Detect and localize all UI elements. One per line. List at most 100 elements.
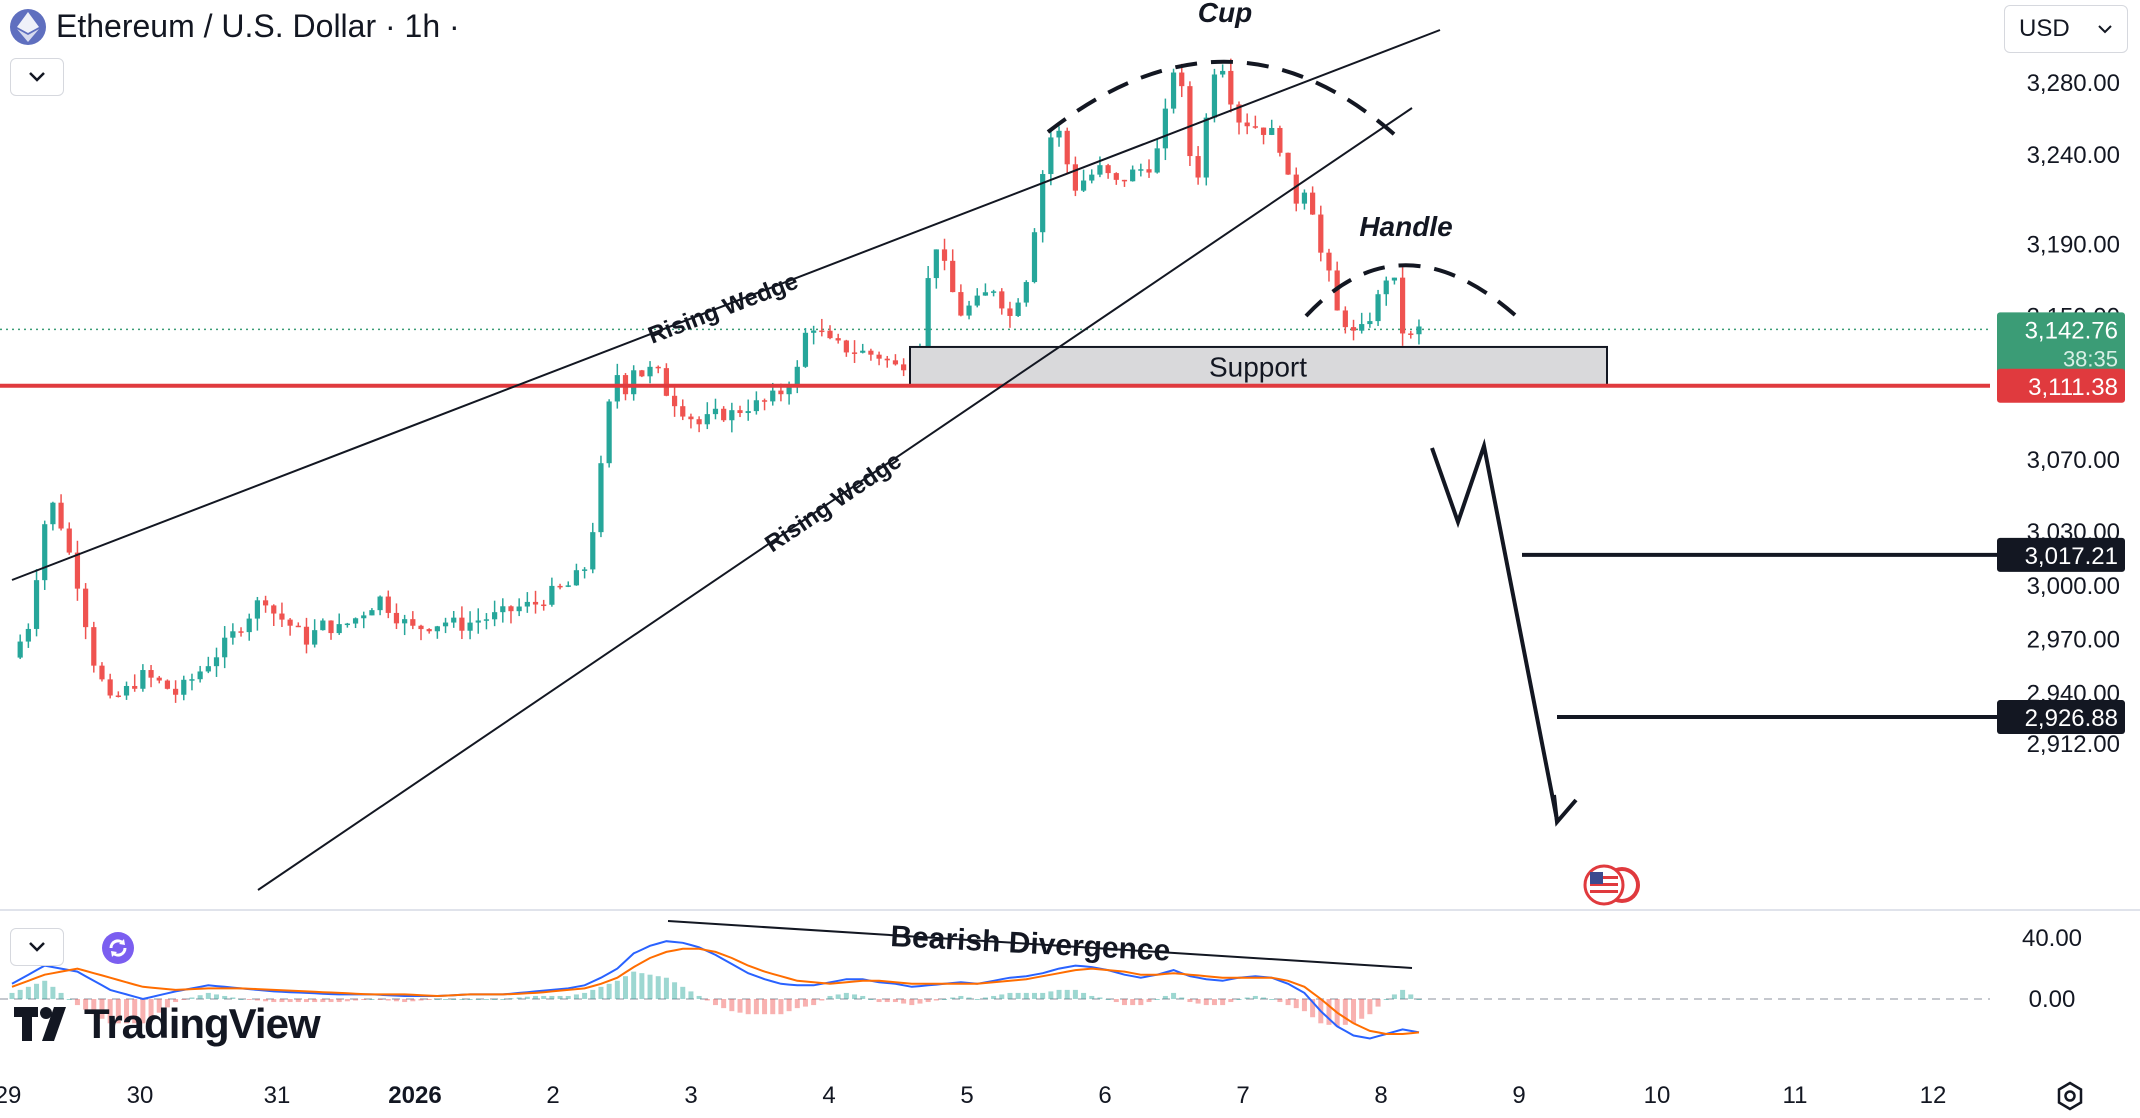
candle-body: [271, 605, 277, 614]
legend-collapse-button[interactable]: [10, 58, 64, 96]
candle-body: [1154, 148, 1160, 173]
macd-histogram-bar: [852, 994, 858, 999]
symbol-header[interactable]: Ethereum / U.S. Dollar · 1h ·: [10, 8, 460, 45]
projection-path[interactable]: [1430, 438, 1559, 821]
rising-wedge-upper-line[interactable]: [11, 29, 1441, 581]
macd-histogram-bar: [230, 997, 236, 999]
candle-body: [132, 685, 138, 689]
rising-wedge-lower-line[interactable]: [257, 107, 1413, 891]
macd-histogram-bar: [549, 995, 555, 999]
macd-histogram-bar: [672, 982, 678, 999]
macd-histogram-bar: [892, 999, 898, 1003]
macd-histogram-bar: [115, 999, 121, 1024]
macd-histogram-bar: [704, 999, 710, 1001]
candle-body: [1301, 192, 1308, 204]
candle-body: [426, 629, 432, 632]
macd-histogram-bar: [344, 999, 350, 1002]
candle-body: [287, 619, 293, 626]
macd-histogram-bar: [606, 983, 612, 999]
macd-histogram-bar: [1351, 999, 1357, 1024]
currency-dropdown[interactable]: USD: [2004, 5, 2128, 53]
cup-label: Cup: [1198, 0, 1252, 28]
candle-body: [173, 688, 179, 695]
macd-histogram-bar: [991, 995, 997, 999]
macd-histogram-bar: [189, 997, 195, 999]
handle-arc[interactable]: [1304, 263, 1517, 318]
time-tick-label: 9: [1512, 1082, 1525, 1109]
refresh-button[interactable]: [100, 930, 136, 966]
macd-histogram-bar: [1154, 999, 1160, 1000]
candle-body: [91, 627, 97, 666]
candle-body: [753, 400, 759, 412]
macd-histogram-bar: [999, 994, 1005, 999]
candle-body: [606, 401, 612, 464]
candle-body: [442, 622, 449, 627]
macd-histogram-bar: [459, 999, 465, 1000]
macd-histogram-bar: [320, 999, 326, 1003]
candle-body: [148, 670, 154, 678]
bearish-divergence-line[interactable]: [667, 920, 1413, 969]
candle-body: [1408, 333, 1414, 335]
macd-histogram-bar: [1383, 999, 1389, 1000]
us-flag-icon[interactable]: [1582, 864, 1642, 906]
macd-histogram-bar: [573, 994, 579, 999]
macd-histogram-bar: [1064, 989, 1070, 999]
macd-histogram-bar: [712, 999, 718, 1006]
time-tick-label: 2: [546, 1082, 559, 1109]
candle-body: [1146, 169, 1152, 173]
macd-histogram-bar: [1072, 989, 1078, 999]
macd-histogram-bar: [42, 980, 48, 999]
macd-histogram-bar: [156, 999, 162, 1013]
candle-body: [156, 677, 162, 681]
candle-body: [17, 641, 23, 658]
candle-body: [950, 260, 956, 293]
tradingview-logo-icon: [14, 1007, 66, 1041]
target2-price-badge: [1997, 700, 2125, 735]
macd-histogram-bar: [623, 976, 628, 999]
target2-price-badge-label: 2,926.88: [2025, 705, 2118, 732]
candle-body: [1187, 86, 1193, 157]
macd-histogram-bar: [475, 999, 481, 1000]
indicator-collapse-button[interactable]: [10, 928, 64, 966]
time-tick-label: 11: [1783, 1082, 1808, 1109]
cup-arc[interactable]: [1046, 59, 1397, 137]
candle-body: [532, 601, 539, 605]
candle-body: [74, 552, 81, 589]
candle-body: [631, 370, 637, 395]
macd-histogram-bar: [1359, 999, 1365, 1019]
macd-histogram-bar: [917, 999, 923, 1004]
ethereum-icon: [10, 8, 46, 45]
macd-histogram-bar: [1375, 999, 1381, 1007]
macd-histogram-bar: [492, 999, 498, 1000]
macd-histogram-bar: [982, 997, 988, 999]
macd-histogram-bar: [950, 997, 956, 999]
support-zone[interactable]: [909, 345, 1608, 387]
macd-axis-ticks: 40.00 0.00: [2022, 925, 2082, 1013]
time-tick-label: 7: [1236, 1082, 1249, 1109]
macd-histogram-bar: [1228, 999, 1234, 1003]
candle-body: [1260, 127, 1267, 135]
price-tick-label: 3,070.00: [2027, 447, 2120, 474]
macd-histogram-bar: [557, 995, 563, 999]
candle-body: [66, 528, 72, 553]
macd-histogram-bar: [1293, 999, 1299, 1009]
candle-body: [254, 600, 260, 619]
candle-body: [320, 620, 326, 631]
macd-histogram-bar: [1187, 999, 1193, 1003]
chart-settings-button[interactable]: [2052, 1078, 2088, 1114]
macd-histogram-bar: [197, 995, 203, 999]
candle-body: [1342, 310, 1348, 328]
macd-histogram-bar: [1040, 992, 1046, 999]
candle-body: [1105, 165, 1111, 174]
tradingview-logo[interactable]: TradingView: [14, 1000, 321, 1048]
macd-histogram-bar: [876, 999, 882, 1003]
candle-body: [393, 612, 400, 624]
candle-body: [418, 625, 424, 630]
candle-body: [1416, 326, 1422, 335]
candle-body: [851, 352, 858, 354]
candle-body: [1072, 164, 1078, 191]
macd-histogram-bar: [933, 999, 939, 1001]
candle-body: [1203, 117, 1209, 178]
price-tick-label: 2,912.00: [2027, 731, 2120, 758]
